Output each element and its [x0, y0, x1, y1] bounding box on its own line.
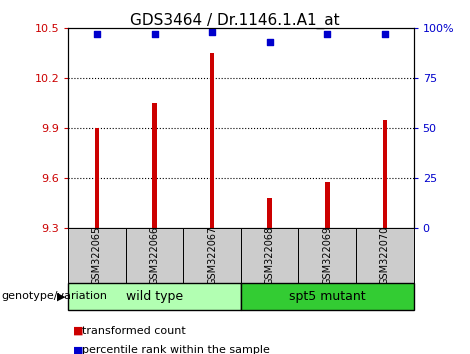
Bar	[68, 283, 241, 310]
Point	[381, 32, 389, 37]
Bar	[298, 228, 356, 283]
Text: ▶: ▶	[57, 291, 66, 302]
Bar	[126, 228, 183, 283]
Bar	[68, 228, 126, 283]
Text: percentile rank within the sample: percentile rank within the sample	[82, 346, 270, 354]
Bar	[267, 198, 272, 228]
Bar	[356, 228, 414, 283]
Point	[323, 32, 331, 37]
Text: GSM322065: GSM322065	[92, 226, 102, 285]
Point	[208, 29, 216, 35]
Text: transformed count: transformed count	[82, 326, 186, 336]
Text: GDS3464 / Dr.1146.1.A1_at: GDS3464 / Dr.1146.1.A1_at	[130, 12, 340, 29]
Bar	[241, 283, 414, 310]
Text: GSM322067: GSM322067	[207, 226, 217, 285]
Bar	[152, 103, 157, 228]
Point	[266, 40, 274, 45]
Point	[151, 32, 158, 37]
Bar	[325, 182, 329, 228]
Bar	[94, 128, 99, 228]
Bar	[383, 120, 387, 228]
Text: spt5 mutant: spt5 mutant	[289, 290, 366, 303]
Text: ■: ■	[73, 326, 83, 336]
Text: GSM322068: GSM322068	[265, 226, 274, 285]
Text: GSM322066: GSM322066	[149, 226, 159, 285]
Text: genotype/variation: genotype/variation	[1, 291, 107, 302]
Text: wild type: wild type	[126, 290, 183, 303]
Text: GSM322069: GSM322069	[322, 226, 332, 285]
Bar	[210, 53, 214, 228]
Text: ■: ■	[73, 346, 83, 354]
Text: GSM322070: GSM322070	[380, 226, 390, 285]
Point	[93, 32, 101, 37]
Bar	[241, 228, 298, 283]
Bar	[183, 228, 241, 283]
